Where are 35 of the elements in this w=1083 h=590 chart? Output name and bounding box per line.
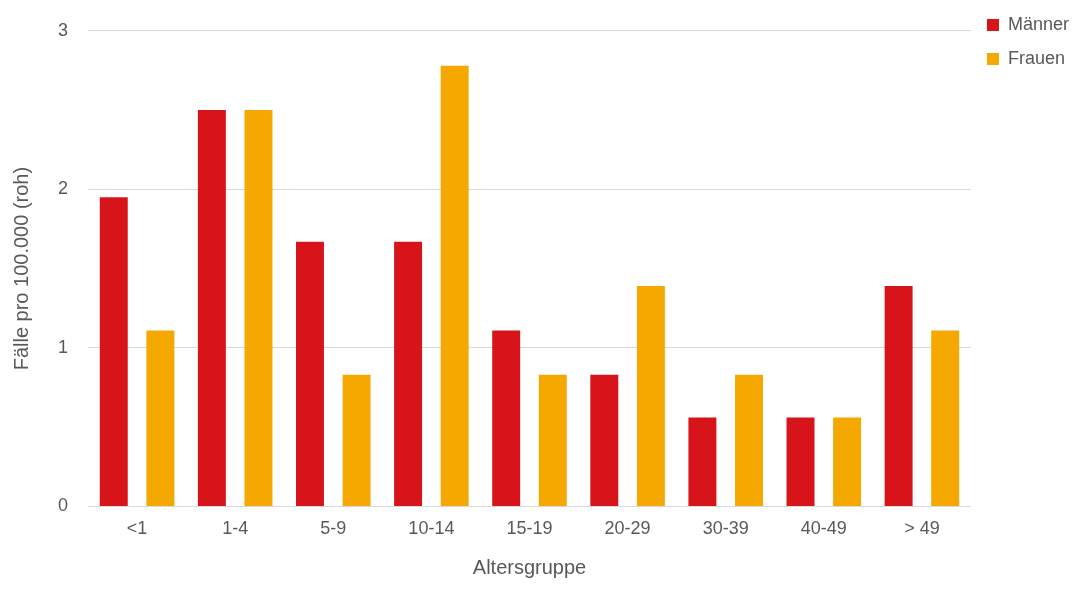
x-tick-label: 15-19 — [506, 518, 553, 539]
x-tick-label: 5-9 — [320, 518, 347, 539]
bar — [244, 110, 273, 506]
bar — [394, 241, 423, 506]
bar — [884, 286, 913, 506]
bar — [833, 417, 862, 506]
x-tick-label: 20-29 — [604, 518, 651, 539]
y-tick-label: 2 — [58, 178, 69, 199]
bar — [492, 330, 521, 506]
y-axis-title: Fälle pro 100.000 (roh) — [9, 166, 32, 371]
bar — [931, 330, 960, 506]
y-tick-label: 3 — [58, 19, 69, 40]
x-tick-label: <1 — [126, 518, 148, 539]
x-tick-label: 40-49 — [800, 518, 847, 539]
bar — [688, 417, 717, 506]
y-tick-label: 0 — [58, 495, 69, 516]
bar — [590, 374, 619, 506]
bar — [146, 330, 175, 506]
y-tick-label: 1 — [58, 336, 69, 357]
x-tick-label: 10-14 — [408, 518, 455, 539]
bar — [197, 110, 226, 506]
x-tick-label: > 49 — [904, 518, 940, 539]
legend-label: Männer — [1007, 13, 1070, 34]
bar — [786, 417, 815, 506]
bar — [440, 65, 469, 506]
bar — [735, 374, 763, 506]
x-axis-title: Altersgruppe — [472, 555, 587, 578]
bar — [99, 197, 128, 506]
bar — [538, 374, 567, 506]
bar — [342, 374, 371, 506]
x-tick-label: 1-4 — [222, 518, 249, 539]
legend-label: Frauen — [1007, 47, 1066, 68]
bar — [296, 241, 324, 506]
x-tick-label: 30-39 — [702, 518, 749, 539]
bar — [636, 286, 665, 506]
